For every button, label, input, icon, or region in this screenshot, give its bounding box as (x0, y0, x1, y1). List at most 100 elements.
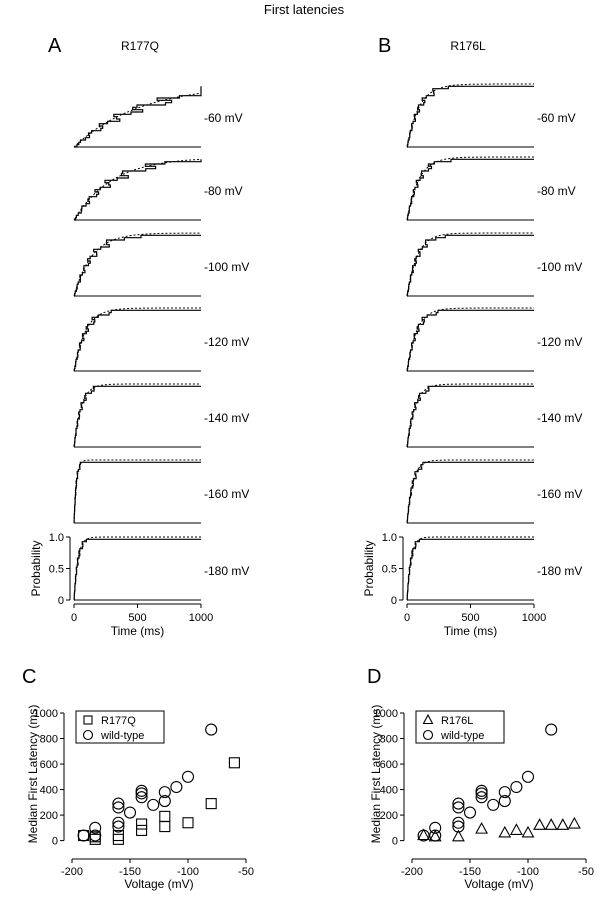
data-point-circle (112, 801, 125, 814)
fit-curve (406, 83, 534, 148)
voltage-label: -160 mV (537, 487, 582, 501)
data-point-square (78, 829, 90, 842)
x-tick-label: 0 (71, 612, 77, 624)
panel-title-b: R176L (450, 39, 486, 53)
figure-title: First latencies (264, 2, 345, 17)
data-point-circle (463, 806, 477, 819)
latency-trace (406, 309, 534, 372)
y-axis-label: Probability (362, 540, 376, 596)
y-tick-label: 0 (392, 836, 398, 848)
data-point-triangle (509, 823, 523, 835)
x-tick-label: -50 (578, 866, 594, 878)
voltage-label: -60 mV (537, 111, 576, 125)
voltage-label: -140 mV (204, 411, 249, 425)
x-axis-label: Time (ms) (111, 624, 165, 638)
latency-trace (406, 461, 534, 524)
data-point-circle (475, 787, 488, 800)
y-tick-label: 1.0 (382, 532, 397, 544)
data-point-circle (158, 786, 171, 799)
legend-label: wild-type (440, 730, 484, 742)
latency-trace (74, 86, 202, 148)
data-point-circle (77, 829, 90, 842)
legend-marker-circle (82, 729, 94, 741)
latency-trace (406, 385, 534, 448)
x-tick-label: 0 (404, 612, 410, 624)
latency-trace (406, 158, 534, 221)
x-axis-label: Voltage (mV) (464, 877, 533, 891)
data-point-square (159, 821, 171, 833)
scatter-panel-c: 0 200 400 600 800 1000 -200 -150 -100 -50 Voltage … (26, 705, 254, 891)
latency-trace (73, 538, 201, 601)
y-tick-label: 0.5 (382, 564, 397, 576)
y-tick-label: 200 (40, 810, 58, 822)
fit-curve (406, 459, 534, 524)
x-tick-label: 500 (461, 612, 479, 624)
latency-trace (73, 309, 201, 372)
x-tick-label: -100 (177, 866, 199, 878)
panel-letter-d: D (367, 666, 381, 688)
data-point-circle (429, 829, 442, 842)
data-point-circle (112, 816, 125, 829)
data-point-triangle (544, 818, 558, 830)
data-point-circle (452, 816, 465, 829)
data-point-triangle (556, 818, 570, 830)
voltage-label: -160 mV (204, 487, 249, 501)
data-point-circle (89, 821, 102, 834)
data-point-circle (498, 795, 511, 808)
voltage-label: -180 mV (537, 564, 582, 578)
data-point-square (89, 833, 101, 845)
fit-curve (73, 307, 201, 372)
data-point-triangle (498, 825, 512, 838)
x-axis-label: Voltage (mV) (124, 877, 193, 891)
data-point-circle (487, 798, 500, 811)
data-point-triangle (521, 825, 535, 838)
y-tick-label: 400 (380, 785, 398, 797)
legend-marker-square (83, 715, 93, 725)
fit-curve (73, 383, 201, 448)
fit-curve (73, 536, 201, 601)
latency-trace (406, 538, 534, 601)
data-point-circle (123, 806, 137, 819)
latency-trace (74, 159, 202, 221)
fit-curve (73, 92, 202, 148)
traces-panel-b: -60 mV -80 mV -100 mV -120 mV -140 mV -160 mV… (362, 83, 582, 638)
y-tick-label: 600 (40, 759, 58, 771)
data-point-circle (545, 723, 558, 736)
y-axis-label: Probability (29, 540, 43, 596)
data-point-circle (112, 797, 125, 810)
data-point-circle (417, 829, 430, 842)
fit-curve (406, 232, 534, 297)
y-axis-label: Median First Latency (ms) (369, 705, 383, 844)
data-point-triangle (475, 821, 489, 834)
panel-letter-b: B (378, 35, 391, 57)
y-tick-label: 800 (380, 734, 398, 746)
data-point-circle (181, 770, 195, 783)
latency-trace (74, 234, 201, 297)
legend-label: R176L (441, 715, 473, 727)
data-point-circle (452, 797, 465, 810)
fit-curve (406, 156, 534, 221)
legend-label: R177Q (101, 715, 136, 727)
latency-trace (73, 385, 201, 448)
latency-trace (73, 461, 201, 524)
y-tick-label: 200 (380, 810, 398, 822)
latency-trace (406, 234, 534, 297)
y-tick-label: 600 (380, 759, 398, 771)
data-point-circle (452, 801, 465, 814)
x-tick-label: 1000 (522, 612, 546, 624)
data-point-circle (452, 820, 465, 833)
legend-marker-triangle (422, 713, 434, 725)
x-tick-label: -200 (401, 866, 423, 878)
data-point-circle (475, 791, 488, 804)
data-point-circle (112, 820, 125, 833)
fit-curve (73, 158, 202, 221)
panel-letter-a: A (48, 35, 62, 57)
data-point-circle (158, 795, 171, 808)
y-tick-label: 0 (52, 836, 58, 848)
voltage-label: -80 mV (537, 184, 576, 198)
data-point-circle (135, 784, 148, 797)
voltage-label: -100 mV (204, 260, 249, 274)
fit-curve (406, 536, 534, 601)
data-point-circle (135, 791, 148, 804)
fit-curve (73, 232, 202, 297)
